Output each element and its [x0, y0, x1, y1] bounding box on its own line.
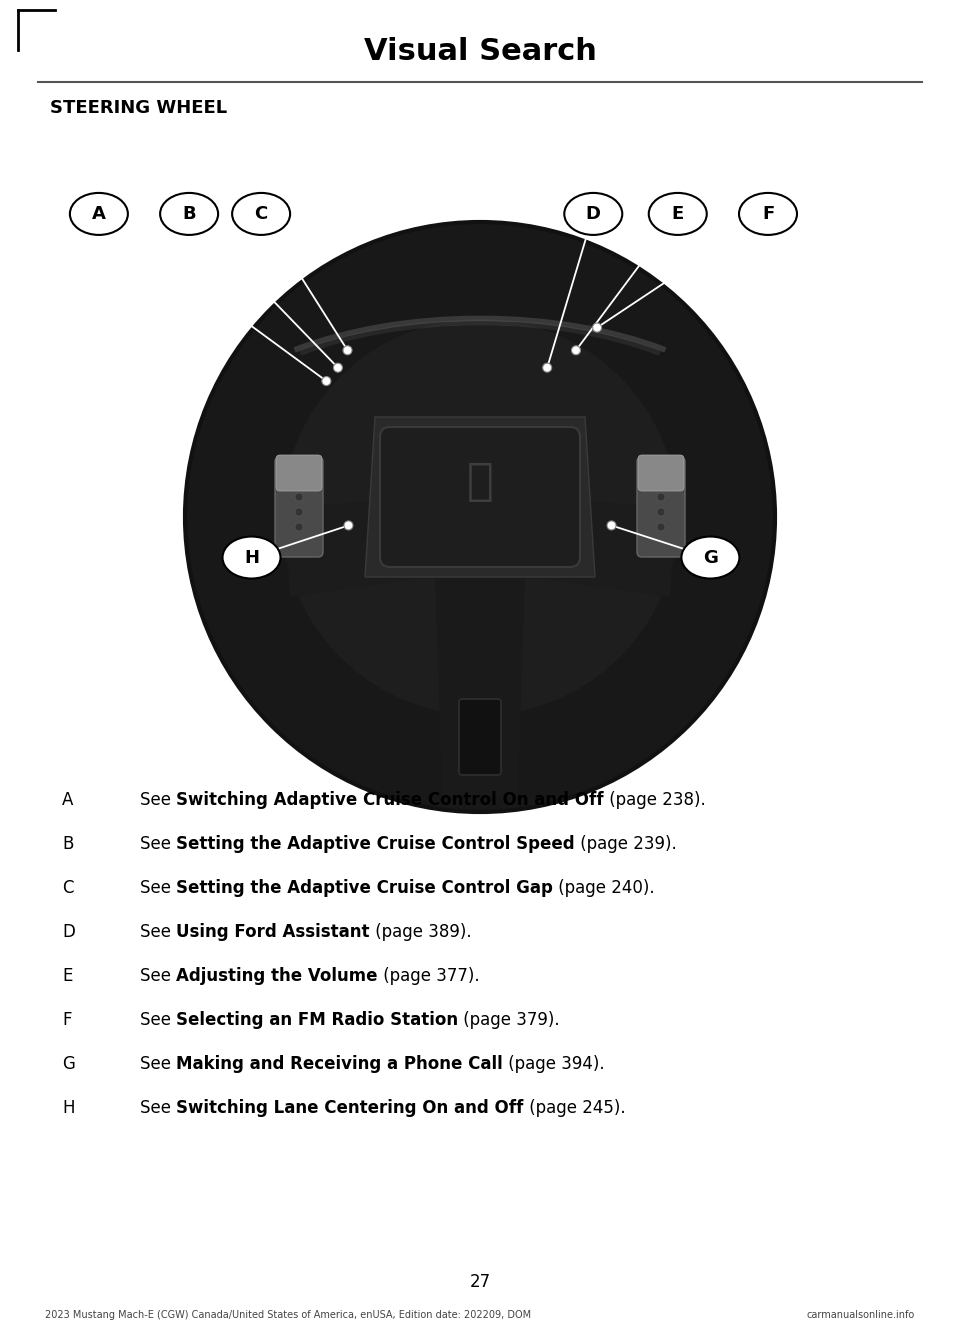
Ellipse shape — [160, 193, 218, 235]
Text: Using Ford Assistant: Using Ford Assistant — [177, 923, 370, 941]
FancyBboxPatch shape — [380, 427, 580, 567]
FancyBboxPatch shape — [638, 455, 684, 491]
Polygon shape — [435, 572, 525, 797]
Ellipse shape — [70, 193, 128, 235]
Text: See: See — [140, 1099, 177, 1116]
FancyBboxPatch shape — [275, 457, 323, 558]
Text: C: C — [254, 205, 268, 223]
Text: A: A — [62, 792, 73, 809]
Ellipse shape — [232, 193, 290, 235]
Text: Selecting an FM Radio Station: Selecting an FM Radio Station — [177, 1011, 458, 1029]
Text: STEERING WHEEL: STEERING WHEEL — [50, 99, 228, 118]
Circle shape — [185, 222, 775, 812]
Circle shape — [657, 523, 665, 531]
Ellipse shape — [223, 536, 280, 579]
Circle shape — [657, 493, 665, 501]
Text: E: E — [672, 205, 684, 223]
Text: Switching Adaptive Cruise Control On and Off: Switching Adaptive Cruise Control On and… — [177, 792, 604, 809]
Text: Switching Lane Centering On and Off: Switching Lane Centering On and Off — [177, 1099, 523, 1116]
Circle shape — [333, 364, 343, 372]
Polygon shape — [285, 497, 432, 598]
Text: B: B — [182, 205, 196, 223]
Circle shape — [295, 508, 303, 516]
Text: F: F — [762, 205, 774, 223]
Text: D: D — [586, 205, 601, 223]
Text: F: F — [62, 1011, 71, 1029]
Text: Setting the Adaptive Cruise Control Gap: Setting the Adaptive Cruise Control Gap — [177, 878, 553, 897]
FancyBboxPatch shape — [637, 457, 685, 558]
Text: (page 238).: (page 238). — [604, 792, 706, 809]
Polygon shape — [365, 417, 595, 578]
Ellipse shape — [564, 193, 622, 235]
Text: C: C — [62, 878, 74, 897]
Polygon shape — [528, 497, 675, 598]
Text: (page 389).: (page 389). — [370, 923, 471, 941]
Text: H: H — [244, 548, 259, 567]
Text: (page 245).: (page 245). — [523, 1099, 625, 1116]
Text: (page 377).: (page 377). — [377, 967, 479, 985]
Text: carmanualsonline.info: carmanualsonline.info — [806, 1310, 915, 1320]
Text: A: A — [92, 205, 106, 223]
Text: See: See — [140, 1055, 177, 1074]
Text: 2023 Mustang Mach-E (CGW) Canada/United States of America, enUSA, Edition date: : 2023 Mustang Mach-E (CGW) Canada/United … — [45, 1310, 531, 1320]
Text: See: See — [140, 836, 177, 853]
Ellipse shape — [739, 193, 797, 235]
Text: See: See — [140, 878, 177, 897]
Text: See: See — [140, 792, 177, 809]
FancyBboxPatch shape — [459, 699, 501, 775]
Ellipse shape — [682, 536, 739, 579]
Text: Visual Search: Visual Search — [364, 37, 596, 67]
Text: (page 394).: (page 394). — [503, 1055, 605, 1074]
Text: 27: 27 — [469, 1273, 491, 1292]
Text: G: G — [62, 1055, 75, 1074]
FancyBboxPatch shape — [276, 455, 322, 491]
Text: See: See — [140, 1011, 177, 1029]
Ellipse shape — [649, 193, 707, 235]
Circle shape — [542, 364, 552, 372]
Polygon shape — [380, 432, 580, 562]
Text: D: D — [62, 923, 75, 941]
Text: See: See — [140, 967, 177, 985]
Circle shape — [322, 377, 331, 385]
Text: 🐴: 🐴 — [467, 460, 493, 504]
Circle shape — [343, 346, 352, 354]
Text: Making and Receiving a Phone Call: Making and Receiving a Phone Call — [177, 1055, 503, 1074]
Text: (page 379).: (page 379). — [458, 1011, 560, 1029]
Text: B: B — [62, 836, 73, 853]
Circle shape — [282, 320, 678, 715]
Circle shape — [657, 508, 665, 516]
Circle shape — [295, 493, 303, 501]
Circle shape — [344, 521, 353, 529]
Text: H: H — [62, 1099, 75, 1116]
Text: Setting the Adaptive Cruise Control Speed: Setting the Adaptive Cruise Control Spee… — [177, 836, 575, 853]
Text: (page 240).: (page 240). — [553, 878, 655, 897]
Text: E: E — [62, 967, 72, 985]
Circle shape — [571, 346, 581, 354]
Text: (page 239).: (page 239). — [575, 836, 677, 853]
Circle shape — [295, 523, 303, 531]
Circle shape — [607, 521, 616, 529]
Text: Adjusting the Volume: Adjusting the Volume — [177, 967, 377, 985]
Text: G: G — [703, 548, 718, 567]
Text: See: See — [140, 923, 177, 941]
Circle shape — [592, 324, 602, 332]
